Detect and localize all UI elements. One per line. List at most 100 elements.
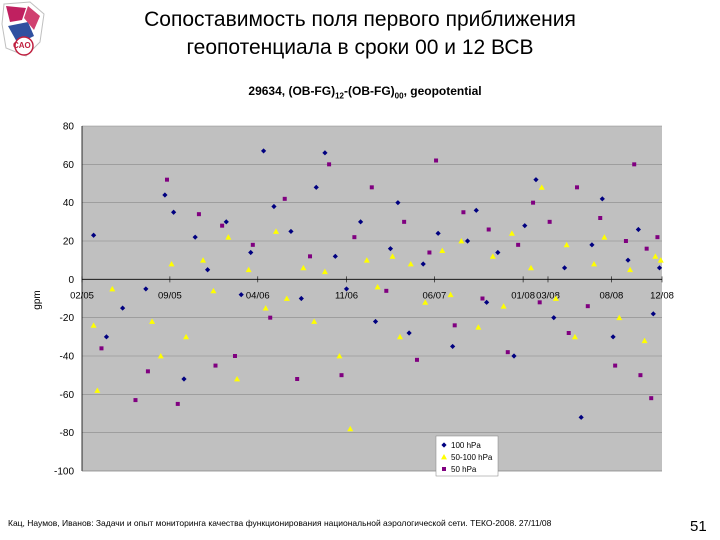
- chart-title-part-3: , geopotential: [403, 84, 482, 98]
- data-point-square: [164, 177, 169, 182]
- data-point-square: [145, 369, 150, 374]
- data-point-square: [220, 223, 225, 228]
- y-axis-label: gpm: [32, 290, 43, 309]
- data-point-diamond: [162, 192, 168, 198]
- x-tick-label: 03/08: [536, 290, 560, 301]
- data-point-triangle: [94, 387, 101, 393]
- data-point-diamond: [551, 315, 557, 321]
- data-point-triangle: [300, 264, 307, 271]
- y-tick-label: 40: [63, 198, 75, 209]
- y-tick-label: 60: [63, 160, 75, 171]
- y-tick-label: 80: [63, 122, 75, 133]
- chart-title-sub-1: 12: [335, 91, 345, 101]
- x-tick-label: 12/08: [650, 290, 674, 301]
- data-point-triangle: [552, 295, 559, 301]
- data-point-diamond: [464, 238, 471, 244]
- data-point-diamond: [533, 177, 539, 183]
- logo-text: CAO: [13, 41, 31, 50]
- legend-marker: [441, 454, 447, 460]
- data-point-triangle: [234, 376, 241, 382]
- data-point-triangle: [447, 291, 454, 298]
- chart-title-part-1: 29634, (OB-FG): [248, 84, 336, 98]
- data-point-triangle: [527, 264, 534, 271]
- data-point-diamond: [656, 265, 663, 271]
- data-point-square: [196, 212, 201, 217]
- x-tick-labels: 02/05 09/05 04/06 11/06 06/07 01/08 08/08 03/08…: [70, 276, 674, 301]
- data-point-diamond: [495, 249, 501, 256]
- data-point-triangle: [641, 337, 648, 344]
- data-point-square: [480, 296, 485, 301]
- data-point-triangle: [591, 261, 598, 267]
- data-point-square: [461, 210, 466, 215]
- data-point-triangle: [347, 425, 354, 432]
- chart-title-sub-2: 00: [394, 91, 404, 101]
- data-point-triangle: [500, 303, 507, 309]
- data-point-square: [566, 331, 571, 335]
- data-point-diamond: [511, 353, 517, 359]
- data-point-triangle: [616, 314, 623, 321]
- data-point-diamond: [260, 148, 267, 154]
- data-point-square: [452, 323, 457, 328]
- data-point-triangle: [374, 284, 381, 290]
- data-point-triangle: [439, 247, 446, 253]
- data-point-diamond: [372, 318, 379, 325]
- data-point-triangle: [321, 268, 328, 275]
- data-point-square: [352, 235, 357, 240]
- data-point-triangle: [422, 299, 429, 305]
- data-point-square: [250, 242, 255, 247]
- data-point-diamond: [395, 200, 401, 206]
- data-point-square: [295, 377, 300, 381]
- plot-area: [82, 126, 662, 471]
- data-point-square: [402, 219, 407, 224]
- data-point-diamond: [484, 299, 490, 305]
- data-point-diamond: [103, 334, 110, 340]
- data-point-diamond: [171, 209, 177, 215]
- data-point-diamond: [223, 219, 229, 225]
- data-point-diamond: [450, 343, 456, 350]
- data-point-triangle: [396, 333, 403, 340]
- data-point-triangle: [601, 234, 608, 240]
- data-point-square: [505, 350, 510, 355]
- page-number: 51: [690, 518, 707, 535]
- data-point-triangle: [407, 261, 414, 267]
- slide-title: Сопоставимость поля первого приближения …: [60, 6, 660, 62]
- data-point-triangle: [627, 266, 634, 273]
- data-point-triangle: [538, 184, 545, 190]
- data-point-triangle: [109, 285, 116, 292]
- data-point-diamond: [625, 257, 631, 263]
- data-point-triangle: [657, 257, 664, 263]
- data-point-square: [598, 216, 603, 220]
- data-point-triangle: [210, 287, 217, 294]
- data-point-square: [547, 219, 552, 224]
- cao-logo: CAO: [0, 0, 50, 58]
- data-point-square: [282, 196, 287, 201]
- data-point-square: [575, 185, 580, 190]
- y-tick-label: -40: [60, 352, 75, 363]
- data-point-diamond: [248, 249, 254, 256]
- data-point-square: [133, 398, 138, 403]
- data-point-diamond: [635, 226, 641, 233]
- data-point-triangle: [458, 238, 465, 244]
- data-point-square: [516, 242, 521, 247]
- data-point-triangle: [149, 318, 156, 324]
- cao-logo-graphic: [1, 1, 45, 57]
- data-point-square: [486, 227, 491, 232]
- data-point-square: [613, 363, 618, 368]
- data-point-diamond: [91, 232, 97, 238]
- y-tick-label: -80: [60, 428, 75, 439]
- data-point-diamond: [205, 267, 211, 273]
- footer-citation: Кац, Наумов, Иванов: Задачи и опыт монит…: [8, 518, 552, 528]
- y-tick-label: -60: [60, 390, 75, 401]
- x-tick-label: 06/07: [423, 290, 447, 301]
- x-tick-label: 08/08: [600, 290, 624, 301]
- data-point-diamond: [578, 414, 584, 420]
- data-point-triangle: [475, 324, 482, 330]
- data-point-square: [537, 300, 542, 305]
- data-point-diamond: [343, 286, 350, 292]
- data-point-square: [655, 235, 660, 240]
- data-point-triangle: [283, 295, 290, 301]
- data-point-diamond: [313, 184, 319, 190]
- data-point-square: [623, 239, 628, 243]
- data-point-diamond: [406, 330, 412, 336]
- data-point-square: [427, 250, 432, 255]
